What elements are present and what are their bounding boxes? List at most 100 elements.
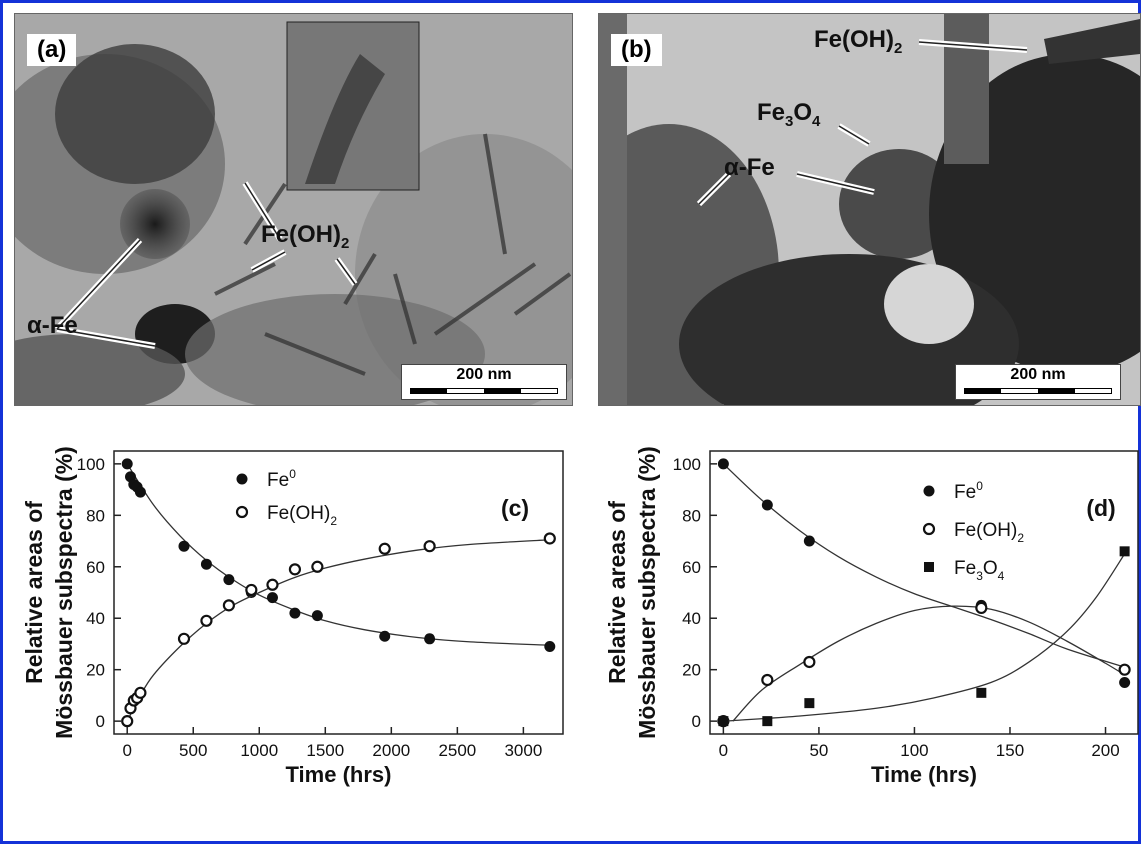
fit-curve	[126, 463, 550, 646]
x-tick-label: 150	[996, 741, 1024, 760]
x-tick-label: 0	[719, 741, 728, 760]
data-point	[222, 599, 235, 612]
y-tick-label: 0	[96, 712, 105, 731]
x-tick-label: 1000	[240, 741, 278, 760]
data-point	[245, 583, 258, 597]
y-tick-label: 20	[86, 661, 105, 680]
data-point	[762, 716, 773, 727]
legend-marker	[922, 522, 936, 536]
data-point	[761, 673, 774, 687]
fit-curve	[126, 539, 550, 722]
data-point	[803, 535, 815, 547]
x-tick-label: 2500	[438, 741, 476, 760]
data-point	[717, 458, 729, 470]
y-tick-label: 40	[86, 609, 105, 628]
legend-label: Fe0	[267, 467, 296, 491]
y-tick-label: 80	[86, 506, 105, 525]
y-tick-label: 20	[682, 661, 701, 680]
y-axis-label-line2: Mössbauer subspectra (%)	[634, 446, 660, 739]
tem-image-b: (b) Fe(OH)2 Fe3O4 α-Fe 200 nm	[598, 13, 1141, 406]
plot-frame	[113, 450, 564, 735]
fit-curve	[732, 605, 1125, 722]
legend-marker	[235, 505, 249, 519]
data-point	[178, 540, 190, 552]
x-tick-label: 500	[179, 741, 207, 760]
data-point	[761, 499, 773, 511]
y-axis-label-line1: Relative areas of	[604, 501, 630, 684]
chart-c-svg: 0 500 1000 1500 2000 2500 3000 0 20 40 60 80 100 Time…	[21, 446, 564, 787]
data-point	[200, 614, 213, 627]
panel-tag-a: (a)	[27, 34, 77, 66]
chart-c: 0 500 1000 1500 2000 2500 3000 0 20 40 60 80 100 Time…	[0, 444, 570, 840]
data-point	[311, 560, 324, 573]
data-point	[266, 578, 279, 591]
tem-image-a: (a) α-Fe Fe(OH)2 200 nm	[14, 13, 573, 406]
data-point	[718, 716, 729, 727]
series-1: Fe(OH)2	[717, 520, 1131, 728]
x-tick-label: 3000	[504, 741, 542, 760]
data-point	[266, 592, 278, 604]
data-point	[378, 542, 391, 555]
legend-label: Fe(OH)2	[267, 503, 337, 528]
alpha-fe-label-a: α-Fe	[27, 312, 78, 339]
y-tick-label: 0	[692, 712, 701, 731]
legend-label: Fe(OH)2	[954, 520, 1024, 545]
panel-tag-c: (c)	[501, 495, 529, 521]
x-tick-label: 2000	[372, 741, 410, 760]
scale-bar-a: 200 nm	[401, 364, 567, 400]
y-axis-label-line1: Relative areas of	[21, 501, 47, 684]
legend-label: Fe3O4	[954, 558, 1005, 583]
panel-tag-b: (b)	[611, 34, 662, 66]
x-tick-label: 50	[809, 741, 828, 760]
data-point	[804, 698, 815, 709]
y-axis-label-line2: Mössbauer subspectra (%)	[51, 446, 77, 739]
legend-marker	[924, 562, 934, 572]
legend-label: Fe0	[954, 479, 983, 503]
data-point	[289, 607, 301, 619]
chart-d: 0 50 100 150 200 0 20 40 60 80 100 Time (hrs) Relati…	[585, 444, 1141, 840]
y-tick-label: 40	[682, 609, 701, 628]
x-axis-label: Time (hrs)	[286, 762, 392, 787]
data-point	[379, 630, 391, 642]
data-point	[134, 686, 147, 699]
x-tick-label: 0	[122, 741, 131, 760]
fe3o4-label-b: Fe3O4	[757, 99, 821, 130]
data-point	[975, 601, 988, 615]
data-point	[288, 563, 302, 576]
data-point	[1119, 546, 1130, 557]
y-tick-label: 60	[682, 558, 701, 577]
data-point	[543, 532, 556, 545]
y-tick-label: 100	[77, 455, 105, 474]
data-point	[200, 558, 212, 570]
data-point	[121, 458, 133, 470]
tem-image-a-texture	[15, 14, 572, 405]
data-point	[544, 641, 556, 653]
data-point	[803, 655, 816, 669]
y-tick-label: 100	[673, 455, 701, 474]
fit-curve	[722, 463, 1125, 668]
feoh2-label-a: Fe(OH)2	[261, 221, 350, 252]
data-point	[423, 540, 436, 553]
series-2: Fe3O4	[718, 546, 1130, 727]
data-point	[134, 486, 146, 498]
series-1: Fe(OH)2	[121, 503, 556, 728]
data-point	[1118, 663, 1131, 676]
x-tick-label: 1500	[306, 741, 344, 760]
feoh2-label-b: Fe(OH)2	[814, 26, 903, 57]
tem-image-b-texture	[599, 14, 1140, 405]
data-point	[976, 687, 987, 698]
y-tick-label: 60	[86, 558, 105, 577]
x-axis-label: Time (hrs)	[871, 762, 977, 787]
series-0: Fe0	[717, 458, 1131, 689]
x-tick-label: 200	[1091, 741, 1119, 760]
panel-tag-d: (d)	[1086, 495, 1115, 521]
series-0: Fe0	[121, 458, 556, 653]
x-tick-label: 100	[900, 741, 928, 760]
data-point	[223, 574, 235, 586]
data-point	[424, 633, 436, 645]
data-point	[1119, 677, 1131, 689]
legend-marker	[923, 485, 935, 497]
plot-frame	[709, 450, 1139, 735]
alpha-fe-label-b: α-Fe	[724, 154, 775, 181]
